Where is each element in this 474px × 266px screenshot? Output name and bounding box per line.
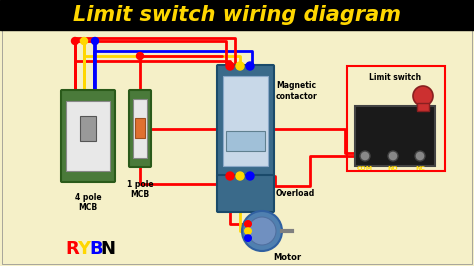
Bar: [135, 118, 145, 138]
FancyBboxPatch shape: [61, 90, 115, 182]
Circle shape: [236, 172, 244, 180]
Bar: [223, 76, 268, 166]
Circle shape: [246, 172, 254, 180]
Circle shape: [245, 221, 251, 227]
Text: NC: NC: [415, 165, 425, 171]
Circle shape: [388, 151, 398, 161]
Text: N: N: [100, 240, 116, 258]
Circle shape: [245, 228, 251, 234]
Text: 4 pole
MCB: 4 pole MCB: [75, 193, 101, 212]
Circle shape: [245, 221, 251, 227]
Circle shape: [226, 172, 234, 180]
Circle shape: [226, 62, 234, 70]
Circle shape: [245, 228, 251, 234]
Text: Motor: Motor: [273, 253, 301, 263]
FancyBboxPatch shape: [217, 65, 274, 177]
Text: Limit switch: Limit switch: [369, 73, 421, 82]
Text: Magnetic
contactor: Magnetic contactor: [276, 81, 318, 101]
Circle shape: [236, 62, 244, 70]
Text: B: B: [89, 240, 103, 258]
Circle shape: [360, 151, 370, 161]
Circle shape: [137, 52, 144, 60]
Circle shape: [246, 62, 254, 70]
Circle shape: [91, 38, 99, 44]
FancyBboxPatch shape: [217, 175, 274, 212]
Text: Limit switch wiring diagram: Limit switch wiring diagram: [73, 5, 401, 25]
Text: COM: COM: [357, 165, 373, 171]
Bar: [66, 101, 110, 171]
Bar: [226, 131, 265, 151]
Text: 1 pole
MCB: 1 pole MCB: [127, 180, 153, 200]
FancyBboxPatch shape: [129, 90, 151, 167]
Circle shape: [245, 235, 251, 241]
Circle shape: [245, 221, 251, 227]
Circle shape: [245, 235, 251, 241]
Circle shape: [413, 86, 433, 106]
Text: NO: NO: [388, 165, 398, 171]
Bar: [0, 0, 474, 30]
Text: Y: Y: [77, 240, 91, 258]
Bar: [347, 66, 445, 171]
Circle shape: [245, 235, 251, 241]
Bar: [2, 30, 472, 264]
Circle shape: [242, 211, 282, 251]
Bar: [355, 106, 435, 166]
Text: R: R: [65, 240, 79, 258]
Bar: [133, 99, 147, 158]
Bar: [417, 103, 429, 111]
Circle shape: [245, 228, 251, 234]
Bar: [80, 116, 96, 141]
Text: Overload: Overload: [276, 189, 315, 198]
Circle shape: [81, 38, 88, 44]
Circle shape: [248, 217, 276, 245]
Circle shape: [415, 151, 425, 161]
Circle shape: [72, 38, 79, 44]
